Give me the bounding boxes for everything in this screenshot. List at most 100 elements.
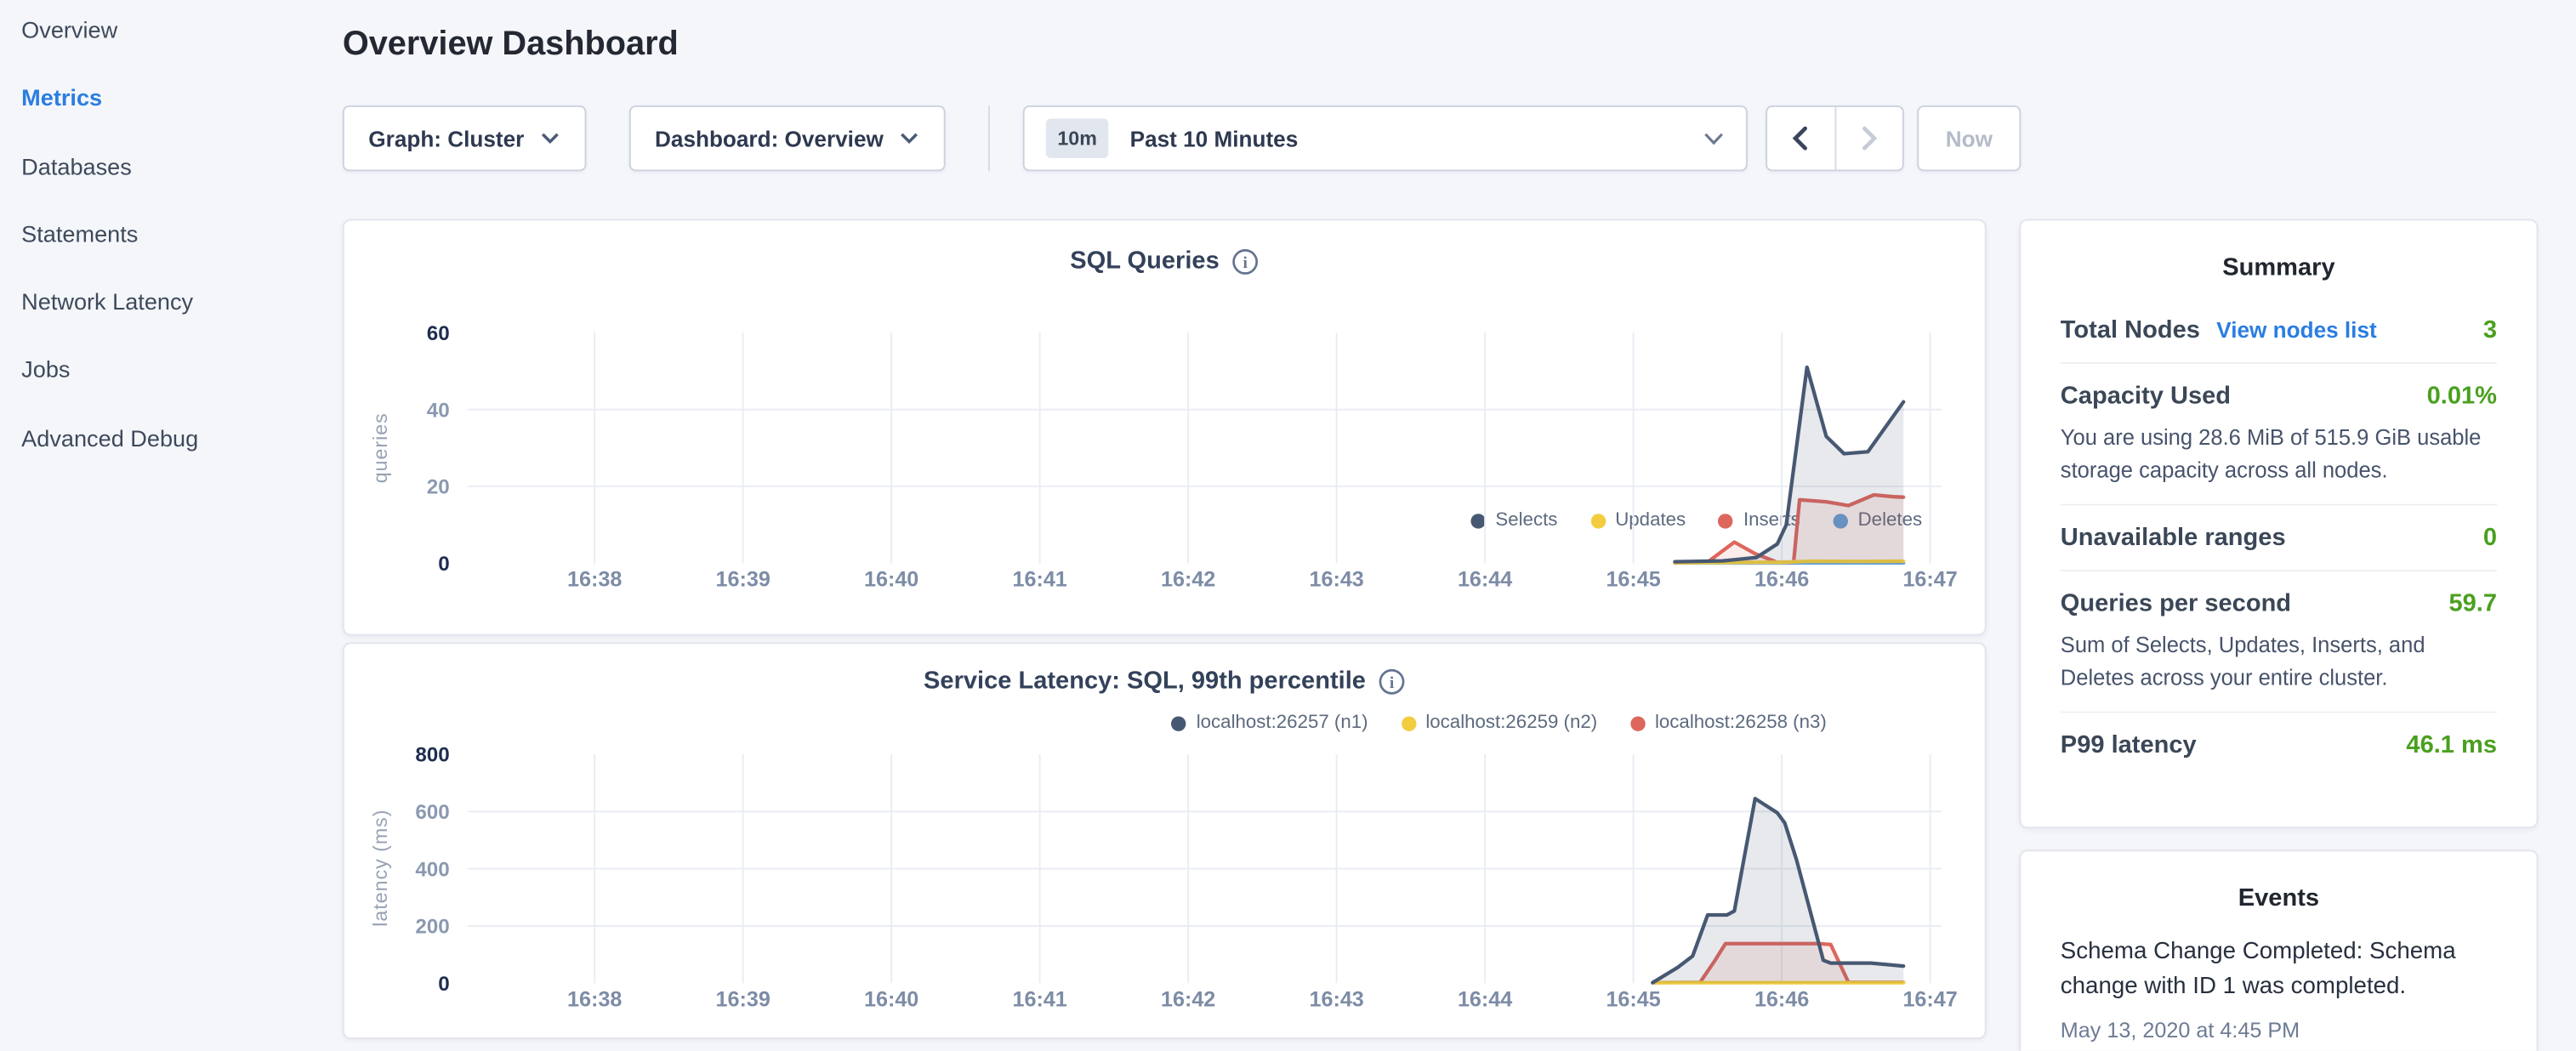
legend-label: localhost:26259 (n2)	[1425, 713, 1598, 733]
legend-dot-icon	[1401, 715, 1416, 730]
sql-queries-panel: SQL Queries i SelectsUpdatesInsertsDelet…	[342, 219, 1987, 636]
sidebar-item-databases[interactable]: Databases	[21, 152, 132, 179]
graph-scope-dropdown-label: Graph: Cluster	[368, 126, 525, 151]
chevron-right-icon	[1862, 126, 1877, 151]
sidebar-item-overview[interactable]: Overview	[21, 16, 118, 43]
sidebar-item-jobs[interactable]: Jobs	[21, 356, 71, 383]
legend-item: Deletes	[1833, 510, 1923, 531]
legend-dot-icon	[1629, 715, 1646, 730]
series-line	[1673, 365, 1906, 564]
chevron-down-icon	[901, 133, 918, 145]
legend-item: localhost:26257 (n1)	[1171, 713, 1368, 733]
events-title: Events	[2238, 884, 2320, 912]
y-tick-label: 400	[415, 858, 449, 881]
y-tick-label: 200	[415, 916, 449, 939]
x-tick-label: 16:41	[1012, 987, 1066, 1011]
legend-item: Selects	[1470, 510, 1558, 531]
sidebar-item-metrics[interactable]: Metrics	[21, 84, 103, 111]
summary-label: Queries per second	[2060, 589, 2292, 618]
event-timestamp: May 13, 2020 at 4:45 PM	[2060, 1017, 2300, 1042]
info-icon[interactable]: i	[1379, 668, 1405, 694]
summary-value: 46.1 ms	[2406, 731, 2498, 760]
summary-row-unavailable-ranges: Unavailable ranges 0	[2060, 506, 2498, 572]
now-button[interactable]: Now	[1917, 105, 2022, 172]
summary-row-total-nodes: Total Nodes View nodes list 3	[2060, 298, 2498, 365]
svg-text:i: i	[1390, 673, 1395, 691]
x-tick-label: 16:41	[1012, 567, 1066, 591]
chevron-down-icon	[1704, 132, 1723, 145]
sql-queries-chart[interactable]: 16:38 16:39 16:40 16:41 16:42 16:43 16:44 16:45…	[344, 221, 1985, 634]
legend-dot-icon	[1590, 513, 1606, 528]
svg-text:i: i	[1243, 253, 1248, 271]
y-axis-title: latency (ms)	[369, 810, 391, 927]
legend-item: localhost:26259 (n2)	[1401, 713, 1597, 733]
time-range-dropdown[interactable]: 10m Past 10 Minutes	[1022, 105, 1748, 172]
summary-value: 59.7	[2448, 589, 2498, 618]
x-tick-label: 16:38	[567, 987, 622, 1011]
x-tick-label: 16:47	[1902, 987, 1957, 1011]
series-area	[1652, 943, 1904, 984]
graph-scope-dropdown[interactable]: Graph: Cluster	[342, 105, 587, 172]
chart-title: Service Latency: SQL, 99th percentile	[924, 667, 1366, 696]
y-tick-label: 600	[415, 801, 449, 824]
x-tick-label: 16:39	[715, 987, 770, 1011]
chevron-left-icon	[1793, 126, 1808, 151]
summary-row-queries-per-second: Queries per second 59.7 Sum of Selects, …	[2060, 571, 2498, 713]
x-tick-label: 16:40	[864, 987, 918, 1011]
sidebar-item-network-latency[interactable]: Network Latency	[21, 288, 194, 315]
dashboard-dropdown-label: Dashboard: Overview	[655, 126, 884, 151]
page-title: Overview Dashboard	[342, 25, 679, 63]
sidebar-item-advanced-debug[interactable]: Advanced Debug	[21, 424, 199, 452]
legend-dot-icon	[1470, 513, 1486, 528]
legend-label: Selects	[1495, 510, 1558, 531]
chevron-down-icon	[542, 133, 560, 145]
series-line	[1673, 559, 1906, 565]
x-tick-label: 16:43	[1309, 567, 1363, 591]
now-button-label: Now	[1945, 126, 1993, 151]
x-tick-label: 16:42	[1161, 567, 1215, 591]
legend-label: Deletes	[1858, 510, 1923, 530]
y-tick-label: 40	[427, 399, 450, 422]
x-tick-label: 16:44	[1458, 567, 1512, 591]
summary-label: Unavailable ranges	[2060, 523, 2286, 552]
info-icon[interactable]: i	[1232, 247, 1259, 274]
summary-panel: Summary Total Nodes View nodes list 3 Ca…	[2019, 219, 2539, 829]
x-tick-label: 16:46	[1754, 987, 1809, 1011]
summary-label: P99 latency	[2060, 731, 2197, 760]
event-message: Schema Change Completed: Schema change w…	[2060, 938, 2456, 1001]
series-area	[1675, 494, 1904, 564]
dashboard-dropdown[interactable]: Dashboard: Overview	[628, 105, 946, 172]
summary-title: Summary	[2222, 253, 2335, 282]
service-latency-chart[interactable]: 16:38 16:39 16:40 16:41 16:42 16:43 16:44 16:45…	[344, 644, 1985, 1037]
x-tick-label: 16:39	[715, 567, 770, 591]
x-tick-label: 16:43	[1309, 987, 1363, 1011]
y-tick-label: 60	[427, 322, 450, 345]
y-tick-label: 20	[427, 476, 450, 499]
x-tick-label: 16:46	[1754, 567, 1809, 591]
x-tick-label: 16:38	[567, 567, 622, 591]
service-latency-panel: Service Latency: SQL, 99th percentile i …	[342, 642, 1987, 1040]
summary-value: 0	[2482, 523, 2498, 552]
view-nodes-list-link[interactable]: View nodes list	[2216, 317, 2377, 343]
series-area	[1675, 366, 1904, 564]
chart-legend: localhost:26257 (n1) localhost:26259 (n2)…	[1171, 713, 1827, 733]
x-tick-label: 16:44	[1458, 987, 1512, 1011]
summary-label: Total Nodes	[2060, 315, 2200, 344]
summary-subtext: Sum of Selects, Updates, Inserts, and De…	[2060, 632, 2425, 690]
sidebar-item-statements[interactable]: Statements	[21, 220, 139, 247]
summary-subtext: You are using 28.6 MiB of 515.9 GiB usab…	[2060, 424, 2482, 482]
x-tick-label: 16:45	[1606, 567, 1660, 591]
series-line	[1673, 492, 1906, 565]
x-tick-label: 16:45	[1606, 987, 1660, 1011]
summary-label: Capacity Used	[2060, 382, 2232, 411]
time-step-forward-button[interactable]	[1835, 107, 1902, 170]
legend-item: localhost:26258 (n3)	[1629, 713, 1827, 733]
summary-row-capacity-used: Capacity Used 0.01% You are using 28.6 M…	[2060, 364, 2498, 506]
events-panel: Events Schema Change Completed: Schema c…	[2019, 849, 2539, 1051]
legend-label: localhost:26257 (n1)	[1196, 713, 1368, 733]
y-axis-title: queries	[369, 412, 391, 483]
legend-dot-icon	[1718, 513, 1734, 528]
time-step-back-button[interactable]	[1767, 106, 1836, 170]
summary-row-p99-latency: P99 latency 46.1 ms	[2061, 713, 2497, 778]
